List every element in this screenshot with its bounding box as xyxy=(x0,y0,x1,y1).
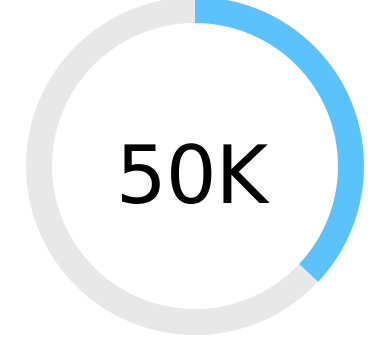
ring-progress-arc xyxy=(26,0,364,335)
